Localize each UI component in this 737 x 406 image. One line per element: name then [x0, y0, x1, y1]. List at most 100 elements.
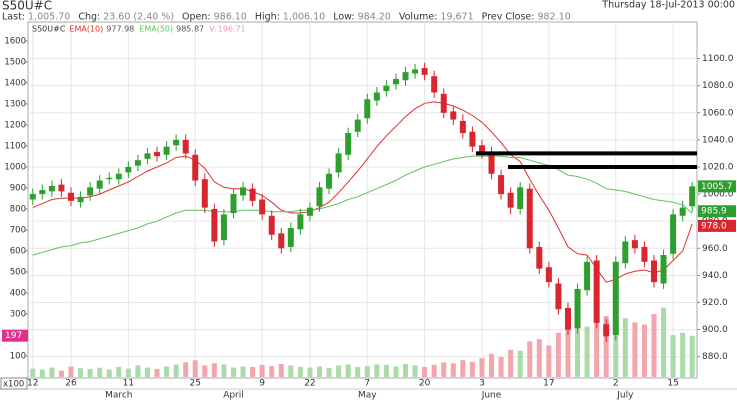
candle-body	[192, 154, 199, 181]
volume-bar	[87, 369, 93, 377]
volume-bar	[603, 316, 609, 377]
y-tick-label: 400	[10, 288, 26, 298]
volume-bar	[230, 367, 236, 377]
candle-body	[498, 175, 505, 195]
candle-body	[211, 208, 218, 242]
candle-body	[278, 233, 285, 249]
volume-tag-label: 197	[5, 331, 22, 341]
price-tag	[698, 219, 736, 232]
volume-bar	[450, 363, 456, 377]
volume-bar	[259, 364, 265, 377]
y2-tick-label: 900.0	[702, 325, 728, 335]
volume-bar	[460, 360, 466, 377]
volume-bar	[125, 368, 131, 377]
candle-body	[201, 179, 208, 208]
candle-body	[450, 111, 457, 120]
volume-bar	[680, 332, 686, 377]
candle-body	[77, 196, 84, 203]
month-label: March	[105, 391, 132, 401]
price-tag-label: 978.0	[701, 221, 727, 231]
volume-bar	[355, 366, 361, 377]
volume-bar	[594, 313, 600, 377]
candle-body	[87, 187, 94, 196]
candle-body	[106, 177, 113, 180]
ema-line	[32, 155, 693, 256]
candle-body	[478, 145, 485, 154]
volume-bar	[278, 363, 284, 377]
candle-body	[670, 214, 677, 254]
candle-body	[584, 261, 591, 291]
volume-bar	[78, 368, 84, 377]
volume-bar	[403, 363, 409, 377]
legend-value: 985.87	[176, 25, 204, 34]
candle-body	[163, 146, 170, 155]
legend-value: 977.98	[106, 25, 134, 34]
y2-tick-label: 920.0	[702, 298, 728, 308]
candle-body	[526, 188, 533, 249]
candle-body	[154, 152, 161, 157]
info-label: Volume:	[399, 12, 438, 23]
volume-bar	[441, 362, 447, 377]
month-label: June	[481, 391, 502, 401]
volume-bar	[288, 365, 294, 377]
x-tick-label: 15	[667, 379, 678, 389]
volume-bar	[383, 364, 389, 377]
candle-body	[622, 241, 629, 264]
chart-title: S50U#C	[2, 0, 52, 13]
candle-body	[58, 184, 65, 192]
candle-body	[268, 215, 275, 235]
volume-bar	[622, 318, 628, 377]
y-tick-label: 1500	[4, 57, 26, 67]
volume-bar	[469, 361, 475, 377]
legend-title: S50U#C	[32, 25, 66, 34]
candle-body	[412, 69, 419, 74]
candle-body	[679, 207, 686, 216]
x-tick-label: 26	[65, 379, 77, 389]
y-tick-label: 500	[10, 267, 26, 277]
volume-bar	[297, 366, 303, 377]
x-tick-label: 17	[543, 379, 554, 389]
volume-bar	[221, 364, 227, 377]
candle-body	[287, 227, 294, 247]
price-tag-label: 985.9	[701, 207, 727, 217]
candle-body	[249, 188, 256, 201]
candle-body	[134, 160, 141, 166]
price-tag	[698, 205, 736, 218]
x-tick-label: 7	[364, 379, 370, 389]
candle-body	[259, 199, 266, 215]
y2-tick-label: 880.0	[702, 352, 728, 362]
x-tick-label: 12	[27, 379, 38, 389]
y2-tick-label: 1060.0	[702, 108, 734, 118]
volume-bar	[393, 366, 399, 377]
info-label: Low:	[333, 12, 354, 23]
y-tick-label: 1600	[4, 36, 26, 46]
y-tick-label: 700	[10, 225, 26, 235]
volume-bar	[661, 307, 667, 377]
candle-body	[593, 260, 600, 323]
volume-bar	[517, 350, 523, 377]
volume-bar	[536, 339, 542, 377]
volume-bar	[173, 364, 179, 377]
candle-body	[650, 260, 657, 283]
candle-body	[545, 267, 552, 283]
volume-bar	[336, 365, 342, 377]
info-value: 984.20	[358, 12, 391, 23]
volume-bar	[106, 369, 112, 377]
plot-frame	[27, 21, 698, 379]
volume-bar	[489, 353, 495, 377]
candle-body	[564, 307, 571, 330]
candle-body	[345, 133, 352, 155]
info-value: 19,671	[440, 12, 473, 23]
unit-label: x100	[3, 380, 24, 390]
candle-body	[612, 261, 619, 335]
info-value: 1,005.70	[28, 12, 70, 23]
candle-body	[431, 76, 438, 93]
candle-body	[488, 152, 495, 174]
info-label: Last:	[2, 12, 25, 23]
volume-bar	[670, 334, 676, 377]
candle-body	[440, 93, 447, 113]
price-tag-label: 1005.7	[701, 182, 733, 192]
volume-bar	[527, 341, 533, 377]
volume-bar	[555, 332, 561, 377]
